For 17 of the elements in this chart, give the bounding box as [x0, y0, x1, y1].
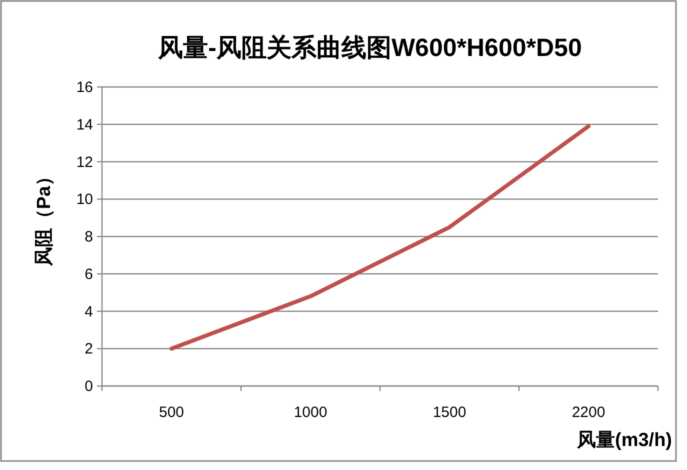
y-axis-title: 风阻（Pa） — [34, 166, 55, 268]
x-tick-label: 2200 — [572, 404, 606, 421]
y-tick-label: 10 — [76, 191, 93, 208]
y-tick-label: 14 — [76, 116, 93, 134]
x-tick-label: 1000 — [294, 404, 328, 421]
y-tick-label: 2 — [84, 340, 93, 358]
y-tick-label: 16 — [76, 79, 93, 96]
x-tick-label: 500 — [158, 404, 184, 421]
chart-title: 风量-风阻关系曲线图W600*H600*D50 — [157, 34, 582, 62]
x-tick-label: 1500 — [432, 404, 466, 421]
y-tick-label: 6 — [84, 266, 93, 283]
x-axis-title: 风量(m3/h) — [576, 430, 672, 451]
y-tick-label: 12 — [76, 154, 93, 171]
y-tick-label: 8 — [84, 228, 93, 246]
y-tick-label: 4 — [84, 303, 93, 320]
y-tick-label: 0 — [84, 378, 93, 395]
line-series — [170, 124, 590, 351]
